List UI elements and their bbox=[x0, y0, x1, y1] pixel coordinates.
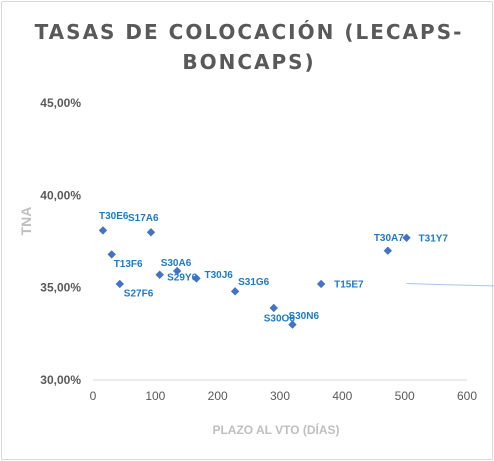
data-point-t15e7 bbox=[316, 279, 326, 289]
x-tick-label: 300 bbox=[270, 389, 290, 403]
x-tick-label: 600 bbox=[457, 389, 477, 403]
trendline bbox=[407, 284, 494, 380]
data-label-s30n6: S30N6 bbox=[288, 311, 319, 322]
chart-title-line-2: BONCAPS) bbox=[182, 50, 316, 74]
chart-title-line-1: TASAS DE COLOCACIÓN (LECAPS- bbox=[34, 20, 464, 44]
data-label-t15e7: T15E7 bbox=[334, 279, 364, 290]
data-label-s31g6: S31G6 bbox=[238, 277, 270, 288]
data-point-s31g6 bbox=[230, 287, 240, 296]
data-point-t30a7 bbox=[383, 246, 393, 255]
data-label-s17a6: S17A6 bbox=[128, 213, 159, 224]
data-point-s29y6 bbox=[172, 266, 182, 276]
data-label-s30a6: S30A6 bbox=[161, 258, 192, 269]
data-label-t30a7: T30A7 bbox=[374, 233, 404, 244]
data-label-t13f6: T13F6 bbox=[114, 259, 143, 270]
data-label-t31y7: T31Y7 bbox=[419, 233, 449, 244]
data-point-s30n6 bbox=[288, 320, 297, 329]
x-tick-label: 400 bbox=[332, 389, 352, 403]
data-point-s17a6 bbox=[146, 228, 156, 237]
x-tick-label: 200 bbox=[208, 389, 228, 403]
data-point-t30e6 bbox=[98, 226, 108, 235]
data-point-t13f6 bbox=[107, 250, 116, 259]
data-point-t30j6 bbox=[192, 274, 201, 283]
x-axis-ticks: 0 100 200 300 400 500 600 bbox=[90, 389, 478, 403]
x-tick-label: 500 bbox=[395, 389, 415, 403]
y-axis-title: TNA bbox=[18, 207, 34, 236]
y-tick-label: 45,00% bbox=[40, 96, 81, 110]
data-point-s30o6 bbox=[269, 303, 278, 313]
y-tick-label: 35,00% bbox=[40, 281, 81, 295]
x-tick-label: 0 bbox=[90, 389, 97, 403]
y-tick-label: 40,00% bbox=[40, 188, 81, 202]
data-label-t30j6: T30J6 bbox=[204, 270, 233, 281]
data-point-s30a6 bbox=[155, 270, 164, 279]
data-label-s30o6: S30O6 bbox=[264, 313, 296, 324]
data-label-s27f6: S27F6 bbox=[124, 288, 154, 299]
data-points bbox=[98, 226, 411, 329]
x-axis-title: PLAZO AL VTO (DÍAS) bbox=[212, 422, 339, 437]
data-point-labels: T30E6 S17A6 T13F6 S27F6 S30A6 S29Y6 T30J6 S31G6… bbox=[99, 211, 448, 325]
y-tick-label: 30,00% bbox=[40, 373, 81, 387]
data-point-s27f6 bbox=[115, 279, 125, 289]
data-label-t30e6: T30E6 bbox=[99, 211, 129, 222]
x-tick-label: 100 bbox=[145, 389, 165, 403]
data-point-t31y7 bbox=[402, 233, 411, 243]
y-axis-ticks: 30,00% 35,00% 40,00% 45,00% bbox=[40, 96, 81, 387]
data-label-s29y6: S29Y6 bbox=[167, 273, 197, 284]
